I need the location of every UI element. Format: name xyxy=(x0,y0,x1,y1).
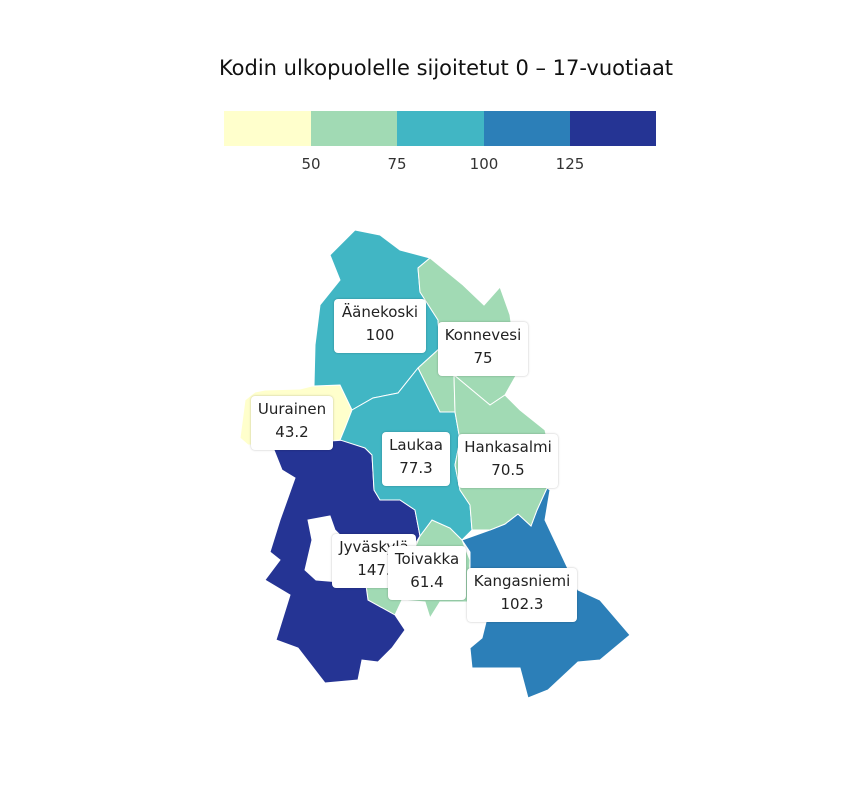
label-value: 100 xyxy=(365,326,395,344)
label-value: 70.5 xyxy=(491,461,525,479)
legend-swatch-3 xyxy=(397,111,484,146)
legend-swatch-5 xyxy=(570,111,656,146)
label-kangasniemi: Kangasniemi 102.3 xyxy=(467,568,577,622)
label-value: 102.3 xyxy=(500,595,544,613)
label-uurainen: Uurainen 43.2 xyxy=(251,396,333,450)
legend-swatch-4 xyxy=(484,111,570,146)
label-aanekoski: Äänekoski 100 xyxy=(334,299,426,353)
legend-tick-75: 75 xyxy=(387,155,407,173)
legend-tick-100: 100 xyxy=(469,155,499,173)
label-value: 77.3 xyxy=(399,459,433,477)
legend-swatch-2 xyxy=(311,111,397,146)
map-title: Kodin ulkopuolelle sijoitetut 0 – 17-vuo… xyxy=(218,56,674,80)
label-name: Konnevesi xyxy=(444,326,522,344)
label-value: 43.2 xyxy=(275,423,309,441)
label-hankasalmi: Hankasalmi 70.5 xyxy=(458,434,558,488)
legend-swatch-1 xyxy=(224,111,311,146)
legend-tick-50: 50 xyxy=(301,155,321,173)
label-name: Toivakka xyxy=(394,550,460,568)
label-value: 75 xyxy=(473,349,493,367)
label-name: Äänekoski xyxy=(341,303,419,321)
label-value: 147. xyxy=(357,561,391,579)
label-name: Uurainen xyxy=(257,400,327,418)
label-toivakka: Toivakka 61.4 xyxy=(388,546,466,600)
label-laukaa: Laukaa 77.3 xyxy=(382,432,450,486)
label-name: Kangasniemi xyxy=(473,572,571,590)
label-value: 61.4 xyxy=(410,573,444,591)
label-name: Laukaa xyxy=(389,436,443,454)
label-konnevesi: Konnevesi 75 xyxy=(438,322,528,376)
label-name: Hankasalmi xyxy=(464,438,552,456)
legend-tick-125: 125 xyxy=(555,155,585,173)
